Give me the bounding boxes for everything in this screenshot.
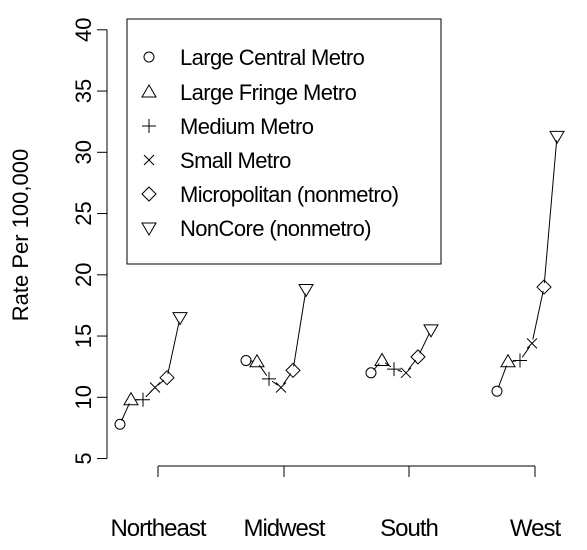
legend-label: Medium Metro [180, 114, 314, 139]
y-tick-label: 35 [71, 79, 96, 103]
y-axis-label: Rate Per 100,000 [8, 149, 33, 321]
data-point-bg [289, 366, 297, 374]
legend-label: Large Fringe Metro [180, 80, 357, 105]
x-tick-label: Northeast [110, 515, 206, 542]
legend: Large Central Metro Large Fringe Metro Med… [127, 19, 441, 264]
region-line [120, 318, 180, 425]
region-line [371, 330, 431, 373]
y-tick-label: 20 [71, 263, 96, 287]
data-point-marker [387, 362, 401, 376]
legend-label: Micropolitan (nonmetro) [180, 182, 399, 207]
legend-label: NonCore (nonmetro) [180, 216, 371, 241]
region-line [497, 136, 557, 391]
y-tick-label: 15 [71, 324, 96, 348]
data-point-bg [414, 353, 422, 361]
legend-label: Small Metro [180, 148, 291, 173]
data-point-bg [242, 357, 250, 365]
legend-label: Large Central Metro [180, 45, 365, 70]
x-tick-label: Midwest [243, 515, 325, 542]
y-tick-label: 25 [71, 201, 96, 225]
x-tick-label: South [380, 515, 438, 542]
data-point-bg [367, 369, 375, 377]
data-point-bg [493, 387, 501, 395]
y-tick-label: 40 [71, 18, 96, 42]
data-point-marker [513, 354, 527, 368]
y-tick-label: 5 [71, 452, 96, 464]
y-tick-label: 30 [71, 140, 96, 164]
data-point-bg [163, 374, 171, 382]
x-tick-label: West [510, 515, 562, 542]
data-point-bg [540, 283, 548, 291]
data-point-marker [262, 372, 276, 386]
data-point-bg [116, 420, 124, 428]
y-tick-label: 10 [71, 385, 96, 409]
